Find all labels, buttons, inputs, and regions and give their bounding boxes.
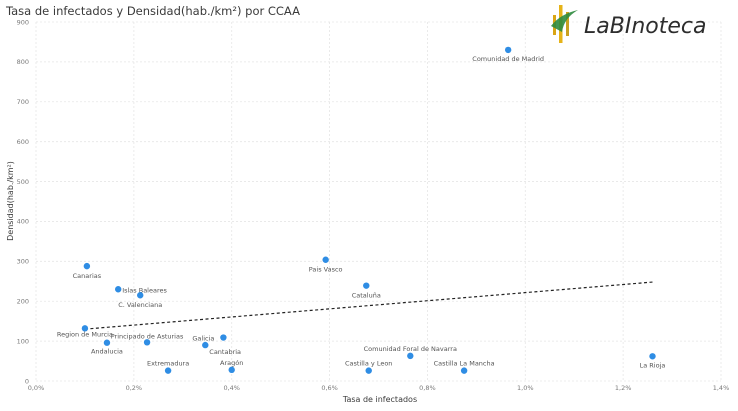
data-point[interactable] <box>115 286 122 293</box>
data-point[interactable] <box>649 353 656 360</box>
point-label: Andalucia <box>91 348 123 356</box>
x-tick-label: 1,2% <box>615 384 632 392</box>
y-tick-label: 800 <box>17 58 29 66</box>
trend-line <box>84 281 653 330</box>
data-point[interactable] <box>83 262 91 270</box>
point-label: Principado de Asturias <box>111 332 184 340</box>
x-tick-label: 0,4% <box>223 384 240 392</box>
y-tick-label: 0 <box>25 377 29 385</box>
y-tick-label: 600 <box>17 138 29 146</box>
point-label: Comunidad de Madrid <box>472 55 544 63</box>
point-label: C. Valenciana <box>118 301 162 309</box>
data-point[interactable] <box>365 367 372 374</box>
point-label: Cantabria <box>209 348 241 356</box>
y-tick-label: 900 <box>17 18 29 26</box>
point-label: Pais Vasco <box>309 266 343 274</box>
data-point[interactable] <box>363 282 370 289</box>
logo-mark-icon <box>551 5 578 43</box>
point-label: Canarias <box>73 272 102 280</box>
y-axis-ticks: 0 100 200 300 400 500 600 700 800 900 <box>17 18 29 385</box>
y-tick-label: 700 <box>17 98 29 106</box>
x-tick-label: 0,2% <box>126 384 143 392</box>
data-point[interactable] <box>143 339 151 346</box>
data-point[interactable] <box>322 256 329 263</box>
y-tick-label: 400 <box>17 218 29 226</box>
data-point[interactable] <box>407 352 414 360</box>
point-label: Castilla La Mancha <box>434 360 495 368</box>
y-tick-label: 200 <box>17 298 29 306</box>
y-tick-label: 500 <box>17 178 29 186</box>
y-axis-title: Densidad(hab./km²) <box>6 161 15 241</box>
y-tick-label: 300 <box>17 258 29 266</box>
point-label: Galicia <box>192 335 214 343</box>
data-point[interactable] <box>460 367 468 374</box>
x-tick-label: 1,0% <box>517 384 534 392</box>
data-point[interactable] <box>103 339 111 346</box>
data-point[interactable] <box>228 366 235 374</box>
data-points: Comunidad de Madrid Pais Vasco Canarias Cat… <box>57 46 666 374</box>
data-point[interactable] <box>164 367 172 374</box>
data-point[interactable] <box>202 341 209 349</box>
y-tick-label: 100 <box>17 337 29 345</box>
labinoteca-logo: LaBInoteca <box>551 5 706 43</box>
x-tick-label: 0,0% <box>28 384 45 392</box>
x-tick-label: 0,8% <box>419 384 436 392</box>
point-label: Islas Baleares <box>122 286 167 294</box>
logo-text: LaBInoteca <box>584 14 706 39</box>
point-label: Comunidad Foral de Navarra <box>364 345 457 353</box>
point-label: Extremadura <box>147 360 189 368</box>
point-label: Region de Murcia <box>57 330 113 338</box>
gridlines <box>35 21 722 382</box>
point-label: Castilla y Leon <box>345 360 392 368</box>
chart-title: Tasa de infectados y Densidad(hab./km²) … <box>6 4 300 18</box>
x-tick-label: 0,6% <box>321 384 338 392</box>
data-point[interactable] <box>81 325 89 332</box>
data-point[interactable] <box>504 46 512 54</box>
data-point[interactable] <box>137 292 144 299</box>
point-label: Aragón <box>220 359 243 367</box>
point-label: Cataluña <box>352 292 381 300</box>
x-tick-label: 1,4% <box>713 384 730 392</box>
x-axis-ticks: 0,0% 0,2% 0,4% 0,6% 0,8% 1,0% 1,2% 1,4% <box>28 384 730 392</box>
data-point[interactable] <box>220 334 227 341</box>
x-axis-title: Tasa de infectados <box>342 395 417 404</box>
point-label: La Rioja <box>640 361 666 369</box>
